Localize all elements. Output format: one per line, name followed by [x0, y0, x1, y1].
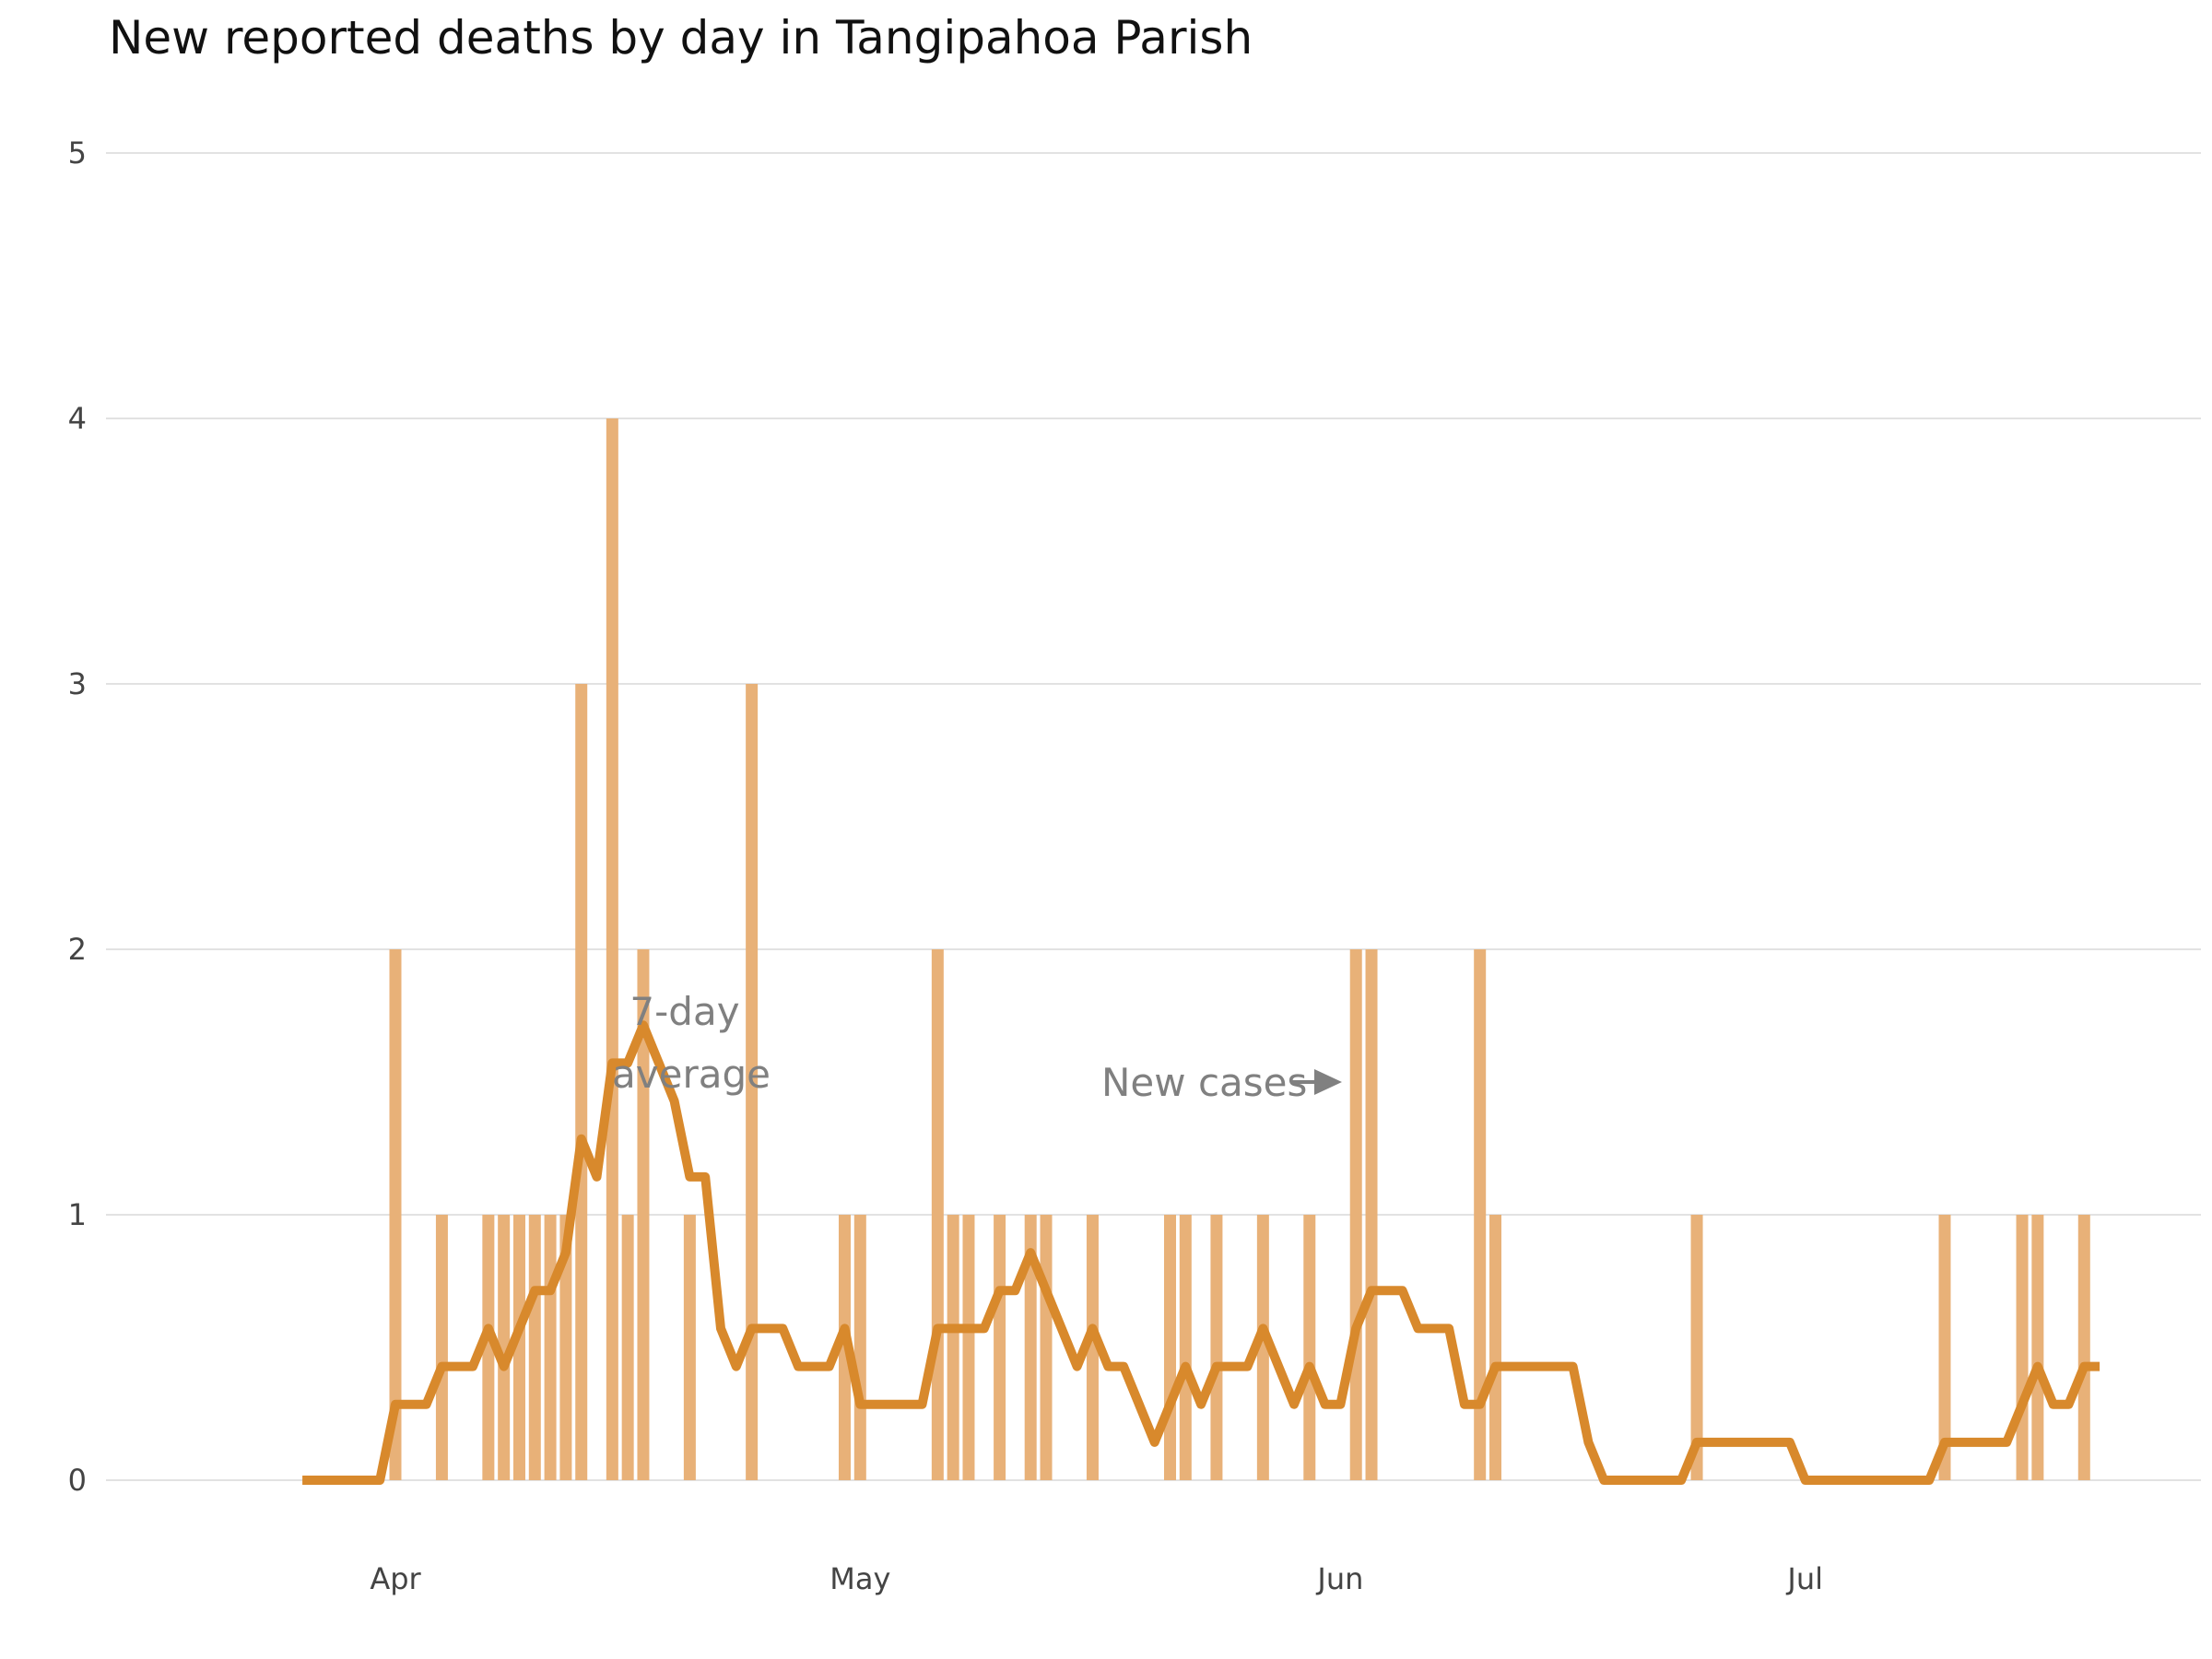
bar-day-29	[746, 684, 759, 1480]
y-tick-label: 4	[68, 401, 87, 436]
bar-day-20	[606, 418, 618, 1480]
y-tick-label: 2	[68, 932, 87, 967]
annotation-new-cases-label: New cases	[1101, 1060, 1307, 1105]
bar-day-106	[1938, 1215, 1951, 1480]
y-tick-label: 0	[68, 1463, 87, 1498]
bar-day-115	[2077, 1215, 2090, 1480]
bar-day-9	[435, 1215, 448, 1480]
bar-day-18	[575, 684, 588, 1480]
bar-day-25	[683, 1215, 696, 1480]
bar-day-21	[621, 1215, 634, 1480]
bar-day-16	[544, 1215, 557, 1480]
bar-day-42	[947, 1215, 959, 1480]
bar-day-111	[2016, 1215, 2029, 1480]
bar-day-59	[1210, 1215, 1223, 1480]
y-axis: 0 1 2 3 4 5	[68, 135, 87, 1498]
chart-title: New reported deaths by day in Tangipahoa…	[109, 11, 1253, 65]
bar-day-65	[1303, 1215, 1316, 1480]
annotation-7day-line2: average	[612, 1052, 771, 1097]
annotation-7-day-average: 7-day average	[612, 989, 771, 1097]
x-tick-label-apr: Apr	[370, 1561, 421, 1596]
x-tick-label-jul: Jul	[1785, 1561, 1823, 1596]
x-tick-label-may: May	[830, 1561, 890, 1596]
bar-day-90	[1690, 1215, 1703, 1480]
y-tick-label: 5	[68, 135, 87, 171]
bar-day-56	[1164, 1215, 1176, 1480]
bar-day-48	[1040, 1215, 1053, 1480]
line-series-7-day-average	[302, 1020, 2100, 1485]
x-axis: Apr May Jun Jul	[370, 1561, 1823, 1596]
bar-day-41	[931, 949, 944, 1480]
bar-day-43	[962, 1215, 975, 1480]
gridlines	[106, 152, 2201, 1481]
bar-day-22	[637, 949, 650, 1480]
bar-day-36	[853, 1215, 866, 1480]
bar-day-112	[2031, 1215, 2044, 1480]
arrow-right-icon	[1314, 1069, 1342, 1095]
annotation-new-cases: New cases	[1101, 1060, 1342, 1105]
bar-day-77	[1489, 1215, 1502, 1480]
annotation-7day-line1: 7-day	[629, 989, 739, 1034]
y-tick-label: 3	[68, 666, 87, 701]
bar-day-6	[389, 949, 402, 1480]
bar-day-76	[1474, 949, 1487, 1480]
bar-day-57	[1179, 1215, 1192, 1480]
bar-day-51	[1086, 1215, 1099, 1480]
bar-day-62	[1256, 1215, 1269, 1480]
bar-day-17	[559, 1215, 572, 1480]
bar-day-13	[498, 1215, 511, 1480]
x-tick-label-jun: Jun	[1315, 1561, 1363, 1596]
bar-day-14	[512, 1215, 525, 1480]
bar-day-15	[528, 1215, 541, 1480]
y-tick-label: 1	[68, 1197, 87, 1232]
bar-day-69	[1365, 949, 1378, 1480]
bar-day-12	[482, 1215, 495, 1480]
bar-day-45	[994, 1215, 1006, 1480]
bar-day-68	[1349, 949, 1362, 1480]
bar-day-47	[1024, 1215, 1037, 1480]
bar-series-new-cases	[389, 418, 2090, 1480]
